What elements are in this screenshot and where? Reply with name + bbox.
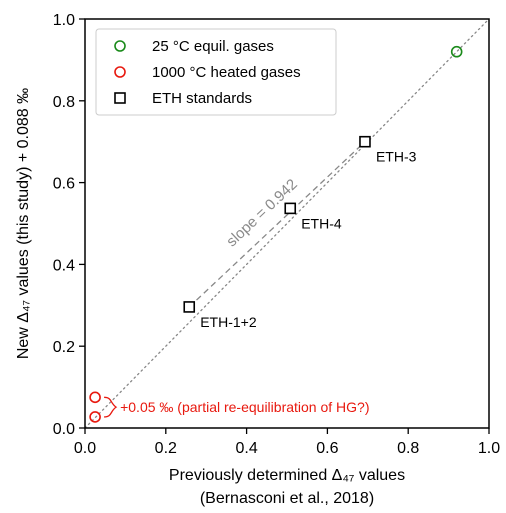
legend-marker-square — [114, 92, 126, 104]
data-point-square — [284, 202, 297, 215]
x-axis-label-source: (Bernasconi et al., 2018) — [200, 490, 374, 507]
point-label: ETH-3 — [376, 149, 417, 165]
x-tick-label: 1.0 — [478, 440, 500, 457]
y-tick-label: 0.4 — [53, 257, 75, 274]
y-tick-label: 1.0 — [53, 12, 75, 29]
x-tick-label: 0.0 — [74, 440, 96, 457]
x-tick-label: 0.8 — [397, 440, 419, 457]
annotation-text: +0.05 ‰ (partial re-equilibration of HG?… — [120, 399, 369, 415]
y-tick-label: 0.2 — [53, 339, 75, 356]
legend-label: 1000 °C heated gases — [152, 64, 301, 81]
legend-marker-circle — [114, 66, 126, 78]
y-tick-label: 0.6 — [53, 176, 75, 193]
x-tick-label: 0.4 — [235, 440, 257, 457]
x-axis-label: Previously determined Δ₄₇ values — [169, 467, 405, 484]
legend-label: 25 °C equil. gases — [152, 38, 274, 55]
legend-marker-circle — [114, 40, 126, 52]
annotation-group: +0.05 ‰ (partial re-equilibration of HG?… — [104, 396, 370, 418]
annotation-brace — [104, 396, 118, 418]
point-labels: ETH-1+2 ETH-4 ETH-3 — [200, 149, 416, 330]
data-point-circle — [89, 411, 101, 423]
data-point-square — [183, 301, 196, 313]
legend: 25 °C equil. gases 1000 °C heated gases ET… — [95, 28, 337, 116]
data-point-circle — [450, 45, 463, 58]
fit-line — [188, 141, 366, 308]
data-point-circle — [89, 391, 101, 404]
y-tick-label: 0.8 — [53, 94, 75, 111]
point-label: ETH-1+2 — [200, 314, 257, 330]
point-label: ETH-4 — [301, 215, 342, 231]
x-tick-label: 0.6 — [316, 440, 338, 457]
identity-line — [84, 18, 490, 429]
y-tick-label: 0.0 — [53, 421, 75, 438]
data-point-square — [359, 135, 371, 148]
plot-frame — [84, 18, 490, 429]
axis-ticks: 0.0 0.2 0.4 0.6 0.8 1.0 0.0 0.2 0.4 0.6 0.8 1.0 — [53, 12, 500, 457]
legend-box — [95, 28, 337, 116]
data-points — [89, 45, 463, 423]
legend-label: ETH standards — [152, 90, 252, 107]
fit-line-group — [188, 141, 366, 308]
identity-line-group — [84, 18, 490, 429]
x-tick-label: 0.2 — [155, 440, 177, 457]
y-axis-label: New Δ₄₇ values (this study) + 0.088 ‰ — [15, 88, 32, 359]
